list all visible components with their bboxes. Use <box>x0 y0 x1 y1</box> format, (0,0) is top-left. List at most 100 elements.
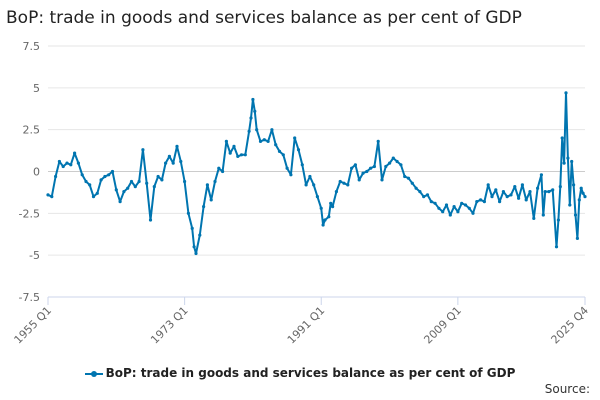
data-point[interactable] <box>186 211 190 215</box>
data-point[interactable] <box>50 195 54 199</box>
data-point[interactable] <box>554 245 559 249</box>
data-point[interactable] <box>171 161 175 165</box>
data-point[interactable] <box>410 181 414 185</box>
data-point[interactable] <box>247 129 251 133</box>
data-point[interactable] <box>560 136 564 140</box>
data-point[interactable] <box>452 205 456 209</box>
data-point[interactable] <box>329 201 333 205</box>
data-point[interactable] <box>308 174 312 179</box>
data-point[interactable] <box>315 195 319 199</box>
data-point[interactable] <box>118 200 122 204</box>
data-point[interactable] <box>321 223 325 227</box>
data-point[interactable] <box>232 144 236 148</box>
data-point[interactable] <box>69 163 73 167</box>
data-point[interactable] <box>239 153 244 157</box>
data-point[interactable] <box>475 200 479 204</box>
data-point[interactable] <box>251 97 255 102</box>
data-point[interactable] <box>129 179 134 184</box>
data-point[interactable] <box>80 173 84 177</box>
data-point[interactable] <box>564 91 568 95</box>
data-point[interactable] <box>551 188 555 192</box>
data-point[interactable] <box>541 213 545 217</box>
data-point[interactable] <box>433 201 437 205</box>
data-point[interactable] <box>536 186 540 190</box>
data-point[interactable] <box>91 195 96 199</box>
data-point[interactable] <box>520 183 525 187</box>
data-point[interactable] <box>224 139 228 143</box>
data-point[interactable] <box>107 173 111 177</box>
data-point[interactable] <box>353 163 357 167</box>
data-point[interactable] <box>517 196 521 200</box>
data-point[interactable] <box>581 191 585 195</box>
data-point[interactable] <box>365 169 369 174</box>
data-point[interactable] <box>175 144 179 148</box>
data-point[interactable] <box>414 186 418 190</box>
data-point[interactable] <box>361 171 365 175</box>
data-point[interactable] <box>444 203 449 207</box>
data-point[interactable] <box>494 188 498 192</box>
data-point[interactable] <box>266 139 270 143</box>
data-point[interactable] <box>556 218 561 222</box>
data-point[interactable] <box>568 203 572 207</box>
data-point[interactable] <box>399 163 403 167</box>
data-point[interactable] <box>133 185 137 189</box>
data-point[interactable] <box>372 164 376 169</box>
data-point[interactable] <box>141 148 145 152</box>
data-point[interactable] <box>249 116 253 120</box>
data-point[interactable] <box>213 179 217 184</box>
data-point[interactable] <box>221 169 225 174</box>
data-point[interactable] <box>270 128 274 132</box>
data-point[interactable] <box>558 185 562 189</box>
data-point[interactable] <box>513 185 517 189</box>
data-point[interactable] <box>406 176 411 180</box>
data-point[interactable] <box>437 206 441 210</box>
data-point[interactable] <box>192 245 196 249</box>
data-point[interactable] <box>243 153 247 157</box>
data-point[interactable] <box>501 190 505 194</box>
data-point[interactable] <box>524 198 528 202</box>
data-point[interactable] <box>479 198 483 202</box>
data-point[interactable] <box>145 181 149 185</box>
data-point[interactable] <box>164 161 168 165</box>
data-point[interactable] <box>357 178 361 182</box>
data-point[interactable] <box>342 181 346 185</box>
data-point[interactable] <box>65 161 69 165</box>
data-point[interactable] <box>152 185 156 189</box>
data-point[interactable] <box>384 164 388 169</box>
data-point[interactable] <box>338 179 342 184</box>
data-point[interactable] <box>509 193 513 197</box>
data-point[interactable] <box>583 195 587 199</box>
data-point[interactable] <box>418 190 422 194</box>
data-point[interactable] <box>539 173 544 177</box>
data-point[interactable] <box>46 193 50 197</box>
data-point[interactable] <box>490 195 494 199</box>
data-point[interactable] <box>441 210 445 214</box>
data-point[interactable] <box>253 109 257 113</box>
data-point[interactable] <box>543 190 547 194</box>
data-point[interactable] <box>577 198 581 202</box>
data-point[interactable] <box>312 183 316 187</box>
data-point[interactable] <box>296 148 301 152</box>
data-point[interactable] <box>471 211 475 215</box>
data-point[interactable] <box>281 153 285 157</box>
data-point[interactable] <box>391 156 395 160</box>
series-line[interactable] <box>47 91 586 255</box>
data-point[interactable] <box>88 183 92 187</box>
data-point[interactable] <box>76 161 80 165</box>
data-point[interactable] <box>566 156 570 160</box>
legend[interactable]: BoP: trade in goods and services balance… <box>0 366 600 380</box>
data-point[interactable] <box>99 178 103 182</box>
data-point[interactable] <box>54 174 58 179</box>
data-point[interactable] <box>395 159 399 164</box>
data-point[interactable] <box>346 183 350 187</box>
data-point[interactable] <box>277 149 282 153</box>
data-point[interactable] <box>573 213 578 217</box>
data-point[interactable] <box>467 206 471 210</box>
data-point[interactable] <box>110 169 115 174</box>
data-point[interactable] <box>209 198 213 202</box>
data-point[interactable] <box>463 203 468 207</box>
data-point[interactable] <box>528 190 532 194</box>
data-point[interactable] <box>376 139 380 143</box>
data-point[interactable] <box>137 179 141 184</box>
data-point[interactable] <box>350 166 354 170</box>
